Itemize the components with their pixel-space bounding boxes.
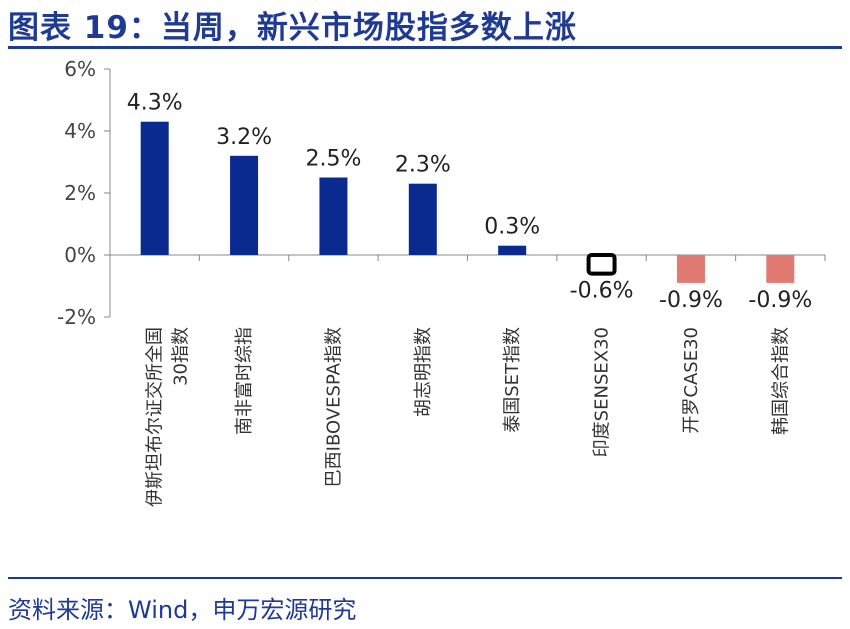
bar (408, 183, 437, 255)
category-label: 伊斯坦布尔证交所全国 (145, 327, 166, 507)
bar (766, 255, 795, 283)
y-tick-label: 2% (64, 181, 96, 205)
category-label: 开罗CASE30 (681, 327, 702, 434)
title-rule (8, 46, 842, 49)
y-tick-label: 0% (64, 243, 96, 267)
bar (319, 177, 348, 255)
category-label: 南非富时综指 (234, 327, 255, 435)
data-label: 3.2% (216, 125, 272, 150)
category-label: 泰国SET指数 (502, 327, 523, 433)
data-label: -0.9% (659, 288, 723, 313)
chart-title: 图表 19：当周，新兴市场股指多数上涨 (8, 10, 577, 46)
data-label: 2.3% (395, 153, 451, 178)
bar (230, 155, 259, 255)
data-label: -0.9% (748, 288, 812, 313)
bar (676, 255, 705, 283)
category-label: 胡志明指数 (413, 327, 434, 417)
y-tick-label: 6% (64, 57, 96, 81)
category-label: 30指数 (171, 327, 192, 386)
data-label: 2.5% (305, 147, 361, 172)
category-label: 巴西IBOVESPA指数 (323, 327, 344, 487)
category-label: 印度SENSEX30 (592, 327, 613, 457)
data-label: -0.6% (570, 279, 634, 304)
category-label: 韩国综合指数 (770, 327, 791, 435)
y-tick-label: -2% (57, 305, 96, 329)
y-tick-label: 4% (64, 119, 96, 143)
bar (140, 121, 169, 255)
bar (586, 253, 617, 276)
source-note: 资料来源：Wind，申万宏源研究 (8, 596, 357, 624)
data-label: 4.3% (127, 91, 183, 116)
source-rule (8, 577, 842, 579)
bar (498, 245, 527, 255)
data-label: 0.3% (484, 215, 540, 240)
